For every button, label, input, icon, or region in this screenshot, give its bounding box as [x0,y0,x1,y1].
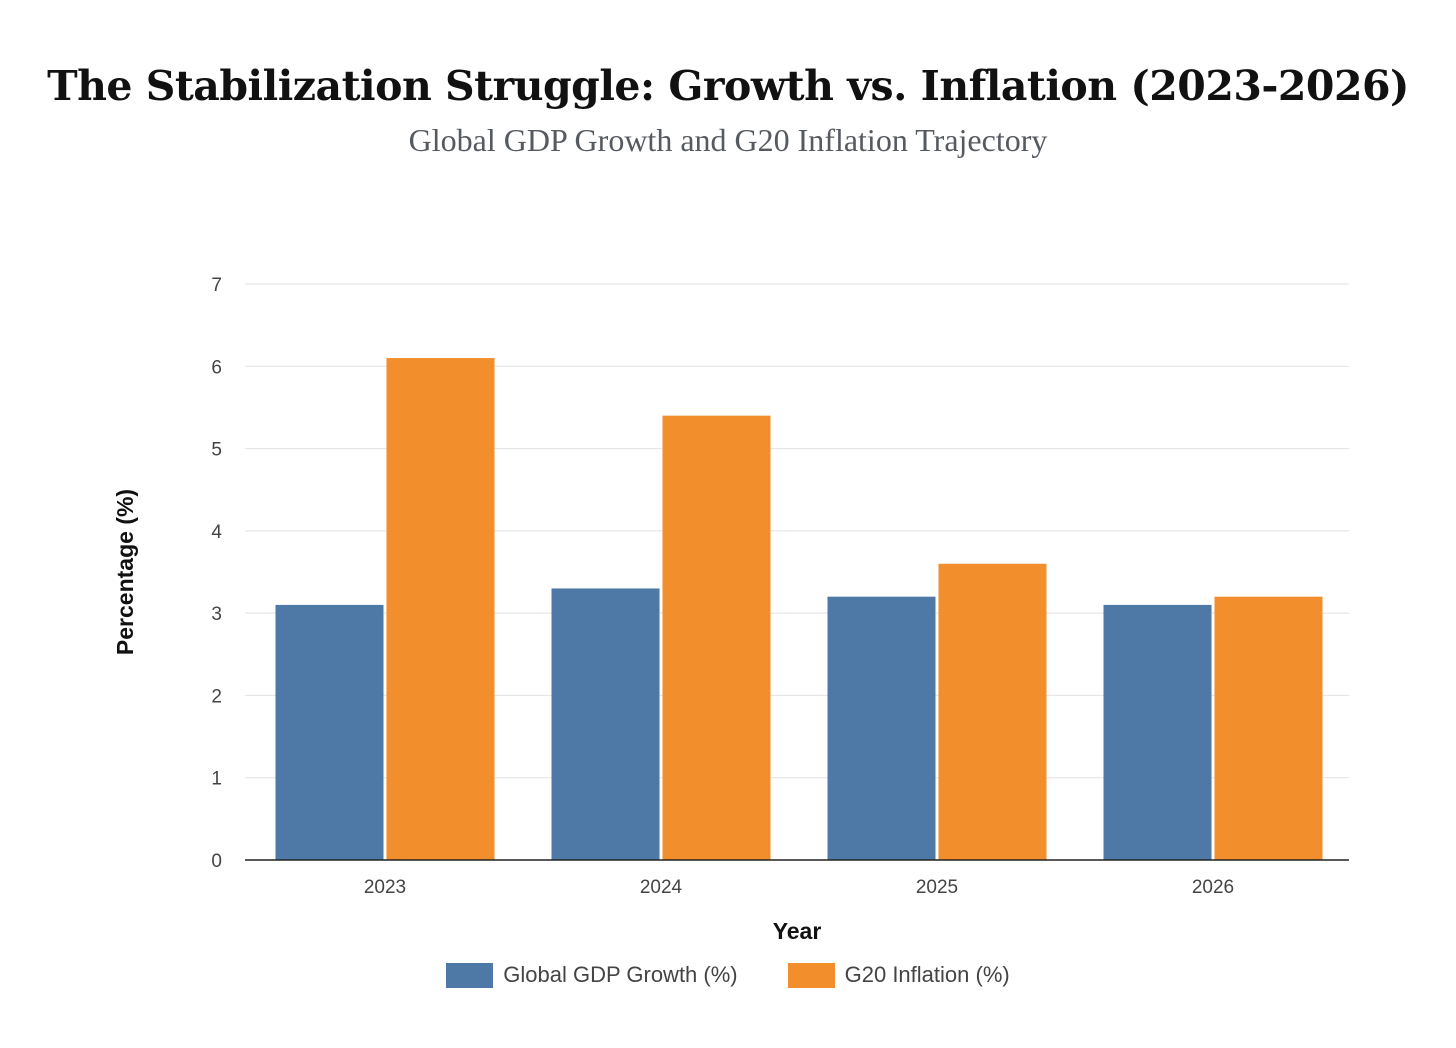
y-tick-label: 0 [211,851,222,872]
legend-item-gdp[interactable]: Global GDP Growth (%) [446,962,738,988]
bar-inflation-2024[interactable] [662,415,771,860]
bar-inflation-2025[interactable] [938,563,1047,860]
legend-label-gdp: Global GDP Growth (%) [503,962,738,987]
chart-title: The Stabilization Struggle: Growth vs. I… [47,62,1409,110]
bar-gdp-2025[interactable] [827,596,936,860]
y-tick-label: 4 [211,522,222,543]
legend-label-inflation: G20 Inflation (%) [844,962,1010,987]
x-tick-label: 2026 [1192,877,1234,898]
y-tick-label: 2 [211,686,222,707]
x-tick-label: 2023 [364,877,406,898]
y-axis-ticks: 0 1 2 3 4 5 6 7 [211,275,222,872]
x-axis-label: Year [773,918,822,944]
y-tick-label: 3 [211,604,222,625]
bar-gdp-2024[interactable] [551,588,660,860]
legend-swatch-gdp [446,962,494,988]
y-tick-label: 7 [211,275,222,296]
bar-gdp-2026[interactable] [1103,604,1212,860]
y-tick-label: 6 [211,357,222,378]
bars [275,358,1323,860]
legend-item-inflation[interactable]: G20 Inflation (%) [787,962,1010,988]
bar-inflation-2023[interactable] [386,358,495,860]
bar-gdp-2023[interactable] [275,604,384,860]
x-axis-ticks: 2023 2024 2025 2026 [364,877,1234,898]
y-tick-label: 1 [211,769,222,790]
x-tick-label: 2024 [640,877,683,898]
chart-subtitle: Global GDP Growth and G20 Inflation Traj… [408,122,1048,158]
legend: Global GDP Growth (%) G20 Inflation (%) [0,962,1456,988]
bar-inflation-2026[interactable] [1214,596,1323,860]
legend-swatch-inflation [787,962,835,988]
y-axis-label: Percentage (%) [112,489,138,655]
y-tick-label: 5 [211,440,222,461]
x-tick-label: 2025 [916,877,958,898]
